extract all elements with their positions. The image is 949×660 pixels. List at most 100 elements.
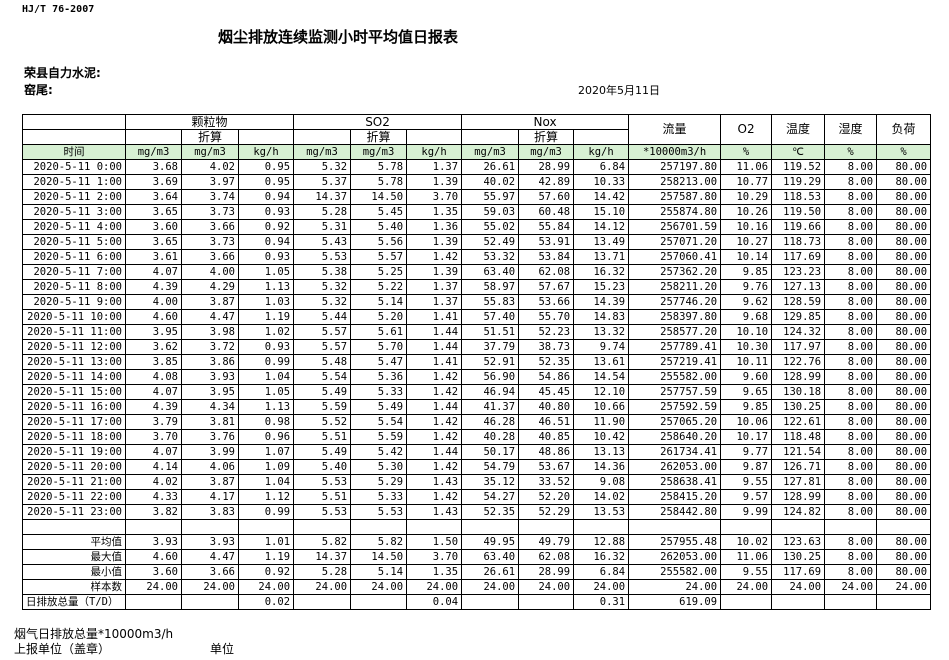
data-cell: 0.99 — [237, 354, 295, 370]
data-cell: 8.00 — [824, 309, 878, 325]
group-header: SO2 — [293, 114, 463, 130]
data-cell: 8.00 — [824, 324, 878, 340]
data-cell: 4.00 — [181, 264, 239, 280]
blank-cell — [125, 594, 182, 610]
stat-cell: 8.00 — [824, 534, 878, 550]
stat-cell: 6.84 — [573, 564, 630, 580]
data-cell: 80.00 — [876, 189, 932, 205]
time-cell: 2020-5-11 8:00 — [22, 279, 126, 295]
data-cell: 130.18 — [771, 384, 826, 400]
data-cell: 10.10 — [720, 324, 773, 340]
stat-cell: 24.00 — [518, 579, 575, 595]
data-cell: 28.99 — [518, 159, 575, 175]
data-cell: 58.97 — [461, 279, 520, 295]
data-cell: 4.02 — [125, 474, 182, 490]
data-cell: 8.00 — [824, 384, 878, 400]
data-cell: 3.61 — [125, 249, 182, 265]
data-cell: 4.06 — [181, 459, 239, 475]
table-row: 2020-5-11 0:00 3.68 4.02 0.95 5.32 5.78 1.37 26… — [22, 159, 932, 175]
data-cell: 9.68 — [720, 309, 773, 325]
data-cell: 258442.80 — [628, 504, 722, 520]
data-cell: 5.59 — [293, 399, 352, 415]
data-cell: 10.29 — [720, 189, 773, 205]
data-cell: 80.00 — [876, 504, 932, 520]
kiln: 窑尾: — [24, 83, 53, 97]
flue-total-note: 烟气日排放总量*10000m3/h — [14, 627, 174, 641]
data-cell: 54.79 — [461, 459, 520, 475]
data-cell: 9.60 — [720, 369, 773, 385]
table-row: 2020-5-11 10:00 4.60 4.47 1.19 5.44 5.20 1.41 5… — [22, 309, 932, 325]
data-cell: 5.29 — [350, 474, 408, 490]
data-cell: 257746.20 — [628, 294, 722, 310]
blank-cell — [406, 129, 463, 145]
data-cell: 4.14 — [125, 459, 182, 475]
table-row: 最小值 3.60 3.66 0.92 5.28 5.14 1.35 26.61 28.99 6.8… — [22, 564, 932, 580]
data-cell: 52.91 — [461, 354, 520, 370]
data-cell: 42.89 — [518, 174, 575, 190]
data-cell: 57.67 — [518, 279, 575, 295]
data-cell: 5.32 — [293, 279, 352, 295]
data-cell: 1.13 — [237, 279, 295, 295]
table-row: 2020-5-11 9:00 4.00 3.87 1.03 5.32 5.14 1.37 55… — [22, 294, 932, 310]
stat-cell: 3.66 — [181, 564, 239, 580]
data-cell: 14.39 — [573, 294, 630, 310]
data-cell: 9.62 — [720, 294, 773, 310]
data-cell: 40.02 — [461, 174, 520, 190]
data-cell: 80.00 — [876, 489, 932, 505]
unit-header: *10000m3/h — [628, 144, 722, 160]
table-row: 样本数 24.00 24.00 24.00 24.00 24.00 24.00 24.00 24… — [22, 579, 932, 595]
table-row: 2020-5-11 3:00 3.65 3.73 0.93 5.28 5.45 1.35 59… — [22, 204, 932, 220]
data-cell: 15.10 — [573, 204, 630, 220]
data-cell: 4.17 — [181, 489, 239, 505]
data-cell: 4.02 — [181, 159, 239, 175]
blank-cell — [573, 129, 630, 145]
stat-cell: 117.69 — [771, 564, 826, 580]
stat-cell: 8.00 — [824, 564, 878, 580]
stat-label: 样本数 — [22, 579, 126, 595]
data-cell: 0.95 — [237, 159, 295, 175]
time-cell: 2020-5-11 20:00 — [22, 459, 126, 475]
data-cell: 8.00 — [824, 279, 878, 295]
time-cell: 2020-5-11 13:00 — [22, 354, 126, 370]
data-cell: 257060.41 — [628, 249, 722, 265]
data-cell: 52.29 — [518, 504, 575, 520]
data-cell: 13.53 — [573, 504, 630, 520]
data-cell: 10.77 — [720, 174, 773, 190]
stat-cell: 49.95 — [461, 534, 520, 550]
unit-header: % — [824, 144, 878, 160]
group-header: 流量 — [628, 114, 722, 145]
data-cell: 8.00 — [824, 444, 878, 460]
table-row: 2020-5-11 11:00 3.95 3.98 1.02 5.57 5.61 1.44 5… — [22, 324, 932, 340]
blank-cell — [125, 129, 182, 145]
table-row: 2020-5-11 8:00 4.39 4.29 1.13 5.32 5.22 1.37 58… — [22, 279, 932, 295]
data-cell: 8.00 — [824, 369, 878, 385]
data-cell: 5.45 — [350, 204, 408, 220]
blank-cell — [771, 519, 826, 535]
data-cell: 3.68 — [125, 159, 182, 175]
blank-cell — [876, 594, 932, 610]
data-cell: 3.98 — [181, 324, 239, 340]
time-cell: 2020-5-11 5:00 — [22, 234, 126, 250]
data-cell: 54.27 — [461, 489, 520, 505]
data-cell: 5.53 — [293, 504, 352, 520]
blank-cell — [518, 519, 575, 535]
data-cell: 4.07 — [125, 444, 182, 460]
data-cell: 1.42 — [406, 459, 463, 475]
data-cell: 1.37 — [406, 279, 463, 295]
data-cell: 262053.00 — [628, 459, 722, 475]
data-cell: 48.86 — [518, 444, 575, 460]
stat-cell: 5.82 — [350, 534, 408, 550]
data-cell: 261734.41 — [628, 444, 722, 460]
data-cell: 5.70 — [350, 339, 408, 355]
time-cell: 2020-5-11 6:00 — [22, 249, 126, 265]
data-cell: 56.90 — [461, 369, 520, 385]
data-cell: 8.00 — [824, 174, 878, 190]
time-cell: 2020-5-11 7:00 — [22, 264, 126, 280]
stat-label: 平均值 — [22, 534, 126, 550]
stat-cell: 28.99 — [518, 564, 575, 580]
data-cell: 1.09 — [237, 459, 295, 475]
data-cell: 123.23 — [771, 264, 826, 280]
data-cell: 124.82 — [771, 504, 826, 520]
data-cell: 1.43 — [406, 504, 463, 520]
stat-cell: 24.00 — [573, 579, 630, 595]
